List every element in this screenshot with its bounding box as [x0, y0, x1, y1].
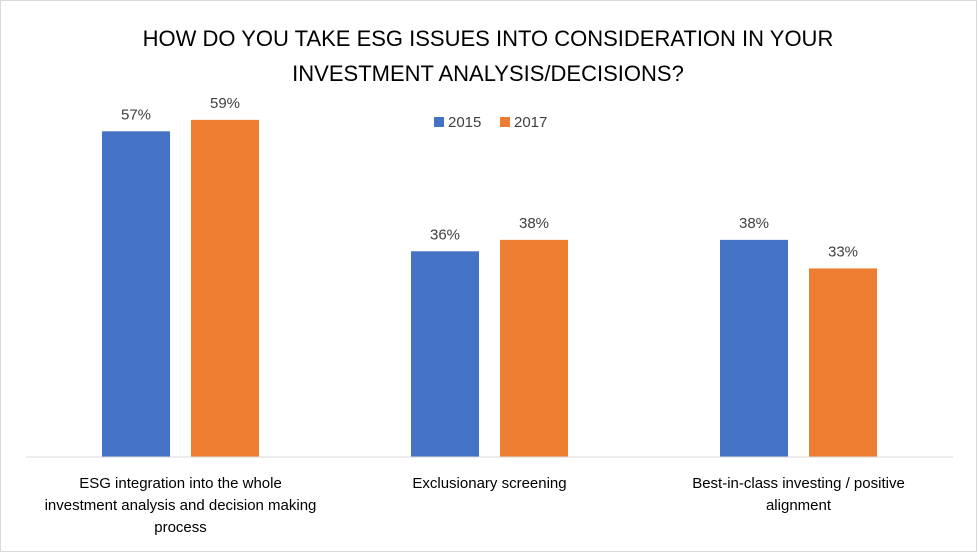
bar-2017-cat-2	[809, 268, 877, 457]
bar-2017-cat-0	[191, 119, 259, 457]
chart-title-line: HOW DO YOU TAKE ESG ISSUES INTO CONSIDER…	[143, 26, 834, 51]
category-label-2-line-1: alignment	[766, 497, 832, 514]
category-label-2-line-0: Best-in-class investing / positive	[692, 475, 905, 492]
bar-2015-cat-1	[411, 251, 479, 457]
category-label-0-line-2: process	[154, 519, 207, 536]
bar-2017-cat-1	[500, 239, 568, 457]
category-label-0-line-0: ESG integration into the whole	[79, 475, 282, 492]
data-label-2015-cat-2: 38%	[739, 215, 769, 232]
chart-title: HOW DO YOU TAKE ESG ISSUES INTO CONSIDER…	[143, 26, 834, 86]
chart-title-line: INVESTMENT ANALYSIS/DECISIONS?	[292, 61, 684, 86]
data-label-2017-cat-1: 38%	[519, 215, 549, 232]
bar-2015-cat-0	[102, 131, 170, 458]
legend-swatch-2015	[434, 117, 444, 127]
data-labels: 57% 59% 36% 38% 38% 33%	[121, 95, 858, 261]
category-label-0-line-1: investment analysis and decision making	[45, 497, 317, 514]
legend-label-2017: 2017	[514, 114, 547, 131]
bar-2015-cat-2	[720, 239, 788, 457]
bars	[102, 119, 877, 458]
legend-swatch-2017	[500, 117, 510, 127]
category-label-1-line-0: Exclusionary screening	[412, 475, 566, 492]
data-label-2017-cat-2: 33%	[828, 243, 858, 260]
legend: 2015 2017	[434, 114, 547, 131]
data-label-2017-cat-0: 59%	[210, 95, 240, 112]
legend-label-2015: 2015	[448, 114, 481, 131]
category-labels: ESG integration into the whole investment…	[45, 475, 905, 536]
data-label-2015-cat-0: 57%	[121, 106, 151, 123]
data-label-2015-cat-1: 36%	[430, 226, 460, 243]
